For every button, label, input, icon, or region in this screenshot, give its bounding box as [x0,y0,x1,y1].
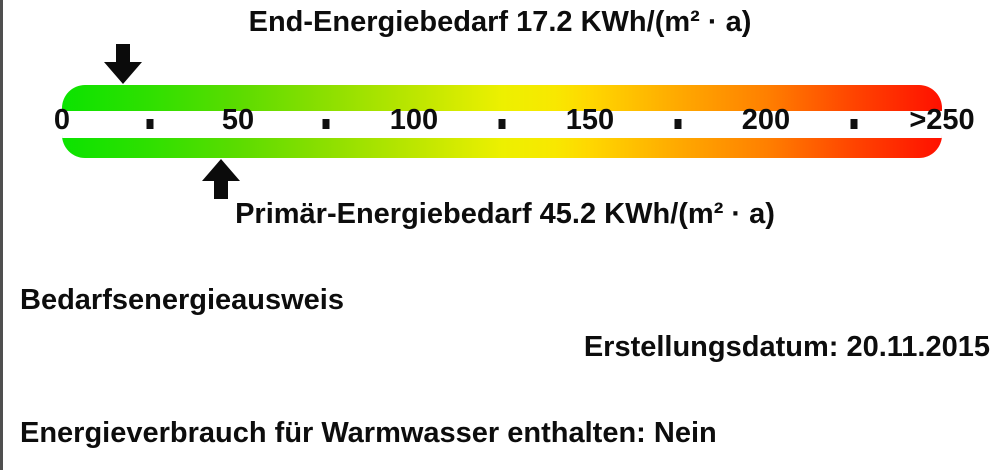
scale-minor-tick-175 [674,119,682,129]
scale-minor-tick-25 [146,119,154,129]
scale-label-100: 100 [389,104,439,136]
scale-minor-tick-225 [850,119,858,129]
primary-energy-arrow-up-icon [202,159,241,199]
end-energy-arrow-down-icon [103,44,142,84]
scale-label-0: 0 [53,104,71,136]
scale-minor-tick-125 [498,119,506,129]
scale-label-150: 150 [565,104,615,136]
primary-energy-title: Primär-Energiebedarf 45.2 KWh/(m² · a) [235,198,775,230]
certificate-type-label: Bedarfsenergieausweis [20,284,344,316]
page-left-border [0,0,3,470]
creation-date-label: Erstellungsdatum: 20.11.2015 [583,331,990,363]
scale-label-250: >250 [909,104,975,136]
scale-minor-tick-75 [322,119,330,129]
warm-water-label: Energieverbrauch für Warmwasser enthalte… [20,417,717,449]
scale-label-50: 50 [221,104,255,136]
end-energy-title: End-Energiebedarf 17.2 KWh/(m² · a) [248,6,752,38]
scale-label-200: 200 [741,104,791,136]
